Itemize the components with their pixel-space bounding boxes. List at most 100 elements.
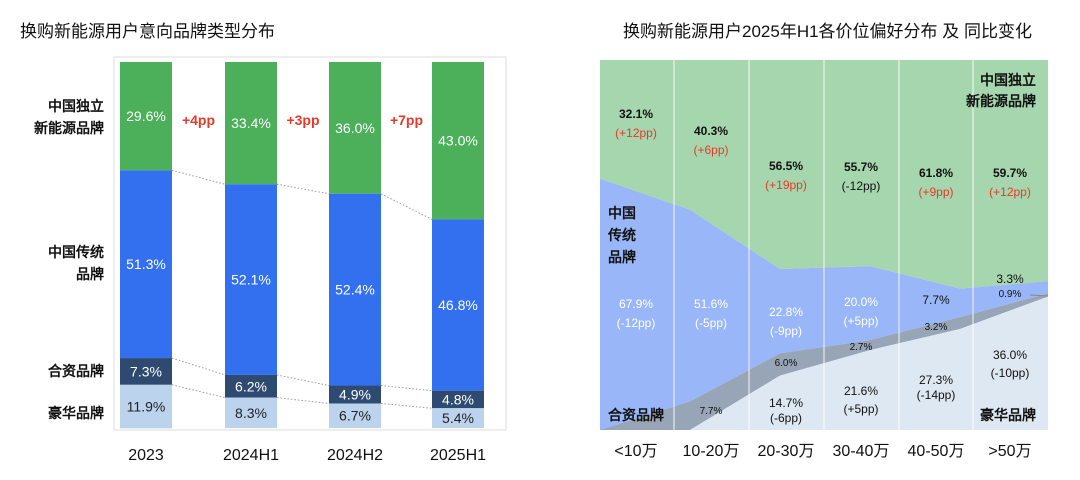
x-tick-label: 2023 bbox=[128, 447, 164, 464]
area-change-label: (-9pp) bbox=[770, 324, 802, 338]
bar-2-1 bbox=[225, 374, 277, 398]
area-value-label: 7.7% bbox=[700, 406, 723, 417]
bar-value-label: 5.4% bbox=[442, 410, 474, 426]
bar-value-label: 36.0% bbox=[335, 120, 375, 136]
bar-3-0 bbox=[120, 384, 172, 429]
series-label: 中国传统 bbox=[48, 244, 104, 260]
change-label: +7pp bbox=[390, 112, 423, 128]
area-series-label: 传统 bbox=[607, 227, 636, 243]
area-series-label: 中国独立 bbox=[980, 72, 1036, 88]
area-value-label: 6.0% bbox=[775, 358, 798, 369]
connector-line bbox=[380, 193, 433, 220]
connector-line bbox=[380, 385, 433, 392]
series-label: 合资品牌 bbox=[48, 363, 104, 379]
bar-1-3 bbox=[432, 219, 484, 391]
area-series-label: 合资品牌 bbox=[608, 407, 664, 423]
area-value-label: 51.6% bbox=[694, 297, 728, 311]
area-value-label: 3.3% bbox=[996, 272, 1024, 286]
bar-3-1 bbox=[225, 397, 277, 428]
connector-line bbox=[276, 183, 330, 195]
area-change-label: (-6pp) bbox=[770, 411, 802, 425]
bar-2-0 bbox=[120, 358, 172, 385]
x-tick-label: 2024H2 bbox=[327, 447, 383, 464]
leader-line bbox=[1029, 294, 1049, 297]
area-change-label: (-14pp) bbox=[917, 388, 956, 402]
area-value-label: 14.7% bbox=[769, 396, 803, 410]
area-change-label: (+12pp) bbox=[615, 126, 657, 140]
area-value-label: 22.8% bbox=[769, 305, 803, 319]
bar-3-3 bbox=[432, 408, 484, 428]
bar-2-2 bbox=[329, 385, 381, 404]
connector-line bbox=[380, 402, 433, 409]
bar-value-label: 4.9% bbox=[339, 387, 371, 403]
right-chart-title: 换购新能源用户2025年H1各价位偏好分布 及 同比变化 bbox=[623, 22, 1032, 41]
connector-line bbox=[276, 397, 330, 404]
bar-2-3 bbox=[432, 390, 484, 409]
area-value-label: 67.9% bbox=[619, 297, 653, 311]
bar-value-label: 6.7% bbox=[339, 408, 371, 424]
area-change-label: (-12pp) bbox=[617, 316, 656, 330]
series-label: 新能源品牌 bbox=[34, 120, 104, 136]
bar-0-0 bbox=[120, 62, 172, 171]
area-series-label: 中国 bbox=[608, 205, 636, 221]
x-tick-label: 2025H1 bbox=[430, 447, 486, 464]
change-label: +4pp bbox=[182, 112, 215, 128]
area-change-label: (+5pp) bbox=[843, 314, 878, 328]
bar-value-label: 52.4% bbox=[335, 282, 375, 298]
change-label: +3pp bbox=[286, 112, 319, 128]
series-label: 豪华品牌 bbox=[48, 405, 104, 421]
area-change-label: (-10pp) bbox=[991, 366, 1030, 380]
area-value-label: 40.3% bbox=[694, 124, 728, 138]
connector-line bbox=[171, 169, 226, 185]
connector-line bbox=[171, 357, 226, 376]
bar-value-label: 43.0% bbox=[438, 133, 478, 149]
area-value-label: 32.1% bbox=[619, 107, 653, 121]
bar-value-label: 51.3% bbox=[126, 256, 166, 272]
area-value-label: 21.6% bbox=[844, 384, 878, 398]
bar-1-0 bbox=[120, 170, 172, 359]
series-label: 中国独立 bbox=[48, 98, 104, 114]
area-value-label: 59.7% bbox=[993, 166, 1027, 180]
area-value-label: 2.7% bbox=[850, 342, 873, 353]
area-series-label: 新能源品牌 bbox=[966, 93, 1036, 109]
bar-0-2 bbox=[329, 62, 381, 194]
area-change-label: (+12pp) bbox=[989, 185, 1031, 199]
x-tick-label: 10-20万 bbox=[683, 443, 740, 460]
area-value-label: 20.0% bbox=[844, 295, 878, 309]
area-series-label: 品牌 bbox=[608, 249, 636, 265]
area-value-label: 61.8% bbox=[919, 166, 953, 180]
area-value-label: 56.5% bbox=[769, 159, 803, 173]
bar-value-label: 11.9% bbox=[127, 399, 166, 415]
x-tick-label: >50万 bbox=[988, 443, 1031, 460]
area-series-label: 豪华品牌 bbox=[980, 407, 1036, 423]
bar-value-label: 8.3% bbox=[235, 405, 267, 421]
bar-value-label: 29.6% bbox=[126, 108, 166, 124]
bar-0-3 bbox=[432, 62, 484, 220]
bar-value-label: 4.8% bbox=[442, 391, 474, 407]
bar-value-label: 46.8% bbox=[438, 297, 478, 313]
area-change-label: (+9pp) bbox=[918, 185, 953, 199]
left-plot-frame bbox=[113, 56, 507, 431]
area-value-label: 0.9% bbox=[999, 289, 1022, 300]
x-tick-label: 40-50万 bbox=[908, 443, 965, 460]
area-value-label: 27.3% bbox=[919, 373, 953, 387]
left-chart-title: 换购新能源用户意向品牌类型分布 bbox=[20, 22, 275, 41]
area-change-label: (+5pp) bbox=[843, 402, 878, 416]
x-tick-label: 2024H1 bbox=[223, 447, 279, 464]
bar-value-label: 52.1% bbox=[231, 272, 271, 288]
x-tick-label: <10万 bbox=[614, 443, 657, 460]
bar-0-1 bbox=[225, 62, 277, 185]
area-change-label: (-5pp) bbox=[695, 316, 727, 330]
series-label: 品牌 bbox=[76, 266, 104, 282]
x-tick-label: 30-40万 bbox=[833, 443, 890, 460]
area-value-label: 3.2% bbox=[925, 322, 948, 333]
bar-value-label: 7.3% bbox=[130, 363, 162, 379]
bar-value-label: 33.4% bbox=[231, 115, 271, 131]
bar-1-1 bbox=[225, 184, 277, 375]
x-tick-label: 20-30万 bbox=[758, 443, 815, 460]
area-change-label: (-12pp) bbox=[842, 179, 881, 193]
bar-1-2 bbox=[329, 193, 381, 386]
area-change-label: (+19pp) bbox=[765, 178, 807, 192]
bar-value-label: 6.2% bbox=[235, 378, 267, 394]
